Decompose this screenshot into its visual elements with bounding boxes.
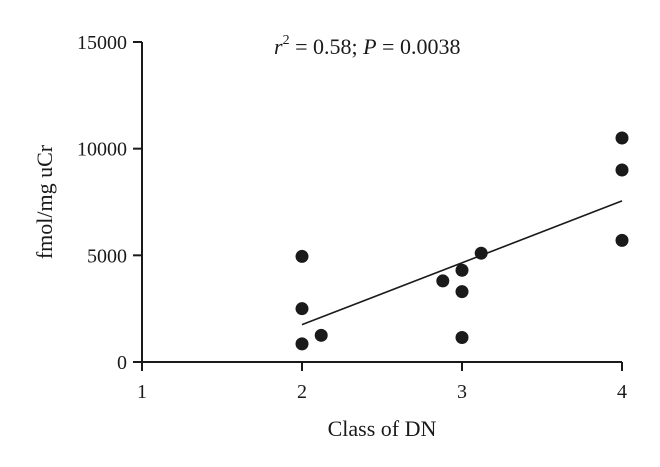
stats-annotation: r2 = 0.58; P = 0.0038 [274, 33, 460, 59]
y-tick-label: 5000 [87, 245, 127, 267]
p-value: = 0.0038 [377, 34, 461, 59]
y-axis: 0 5000 10000 15000 [77, 32, 143, 374]
data-point [455, 285, 469, 299]
x-axis: 1 2 3 4 [137, 361, 627, 403]
data-point [295, 249, 309, 263]
data-point [295, 302, 309, 316]
data-point [474, 246, 488, 260]
r-symbol: r [274, 34, 283, 59]
r-value: = 0.58; [290, 34, 364, 59]
data-point [615, 233, 629, 247]
data-point [455, 263, 469, 277]
y-tick-label: 15000 [77, 32, 127, 54]
x-tick-label: 2 [297, 381, 307, 403]
data-point [615, 163, 629, 177]
x-axis-title: Class of DN [328, 416, 437, 441]
x-tick-label: 4 [617, 381, 627, 403]
data-point [314, 328, 328, 342]
y-tick-label: 0 [117, 352, 127, 374]
y-tick-label: 10000 [77, 139, 127, 161]
data-point [436, 274, 450, 288]
data-points [295, 131, 629, 351]
regression-line [301, 200, 623, 326]
data-point [615, 131, 629, 145]
data-point [455, 330, 469, 344]
x-tick-label: 3 [457, 381, 467, 403]
y-axis-title: fmol/mg uCr [32, 144, 57, 259]
p-symbol: P [362, 34, 376, 59]
x-tick-label: 1 [137, 381, 147, 403]
r-exponent: 2 [283, 33, 290, 48]
data-point [295, 337, 309, 351]
regression-line-group [301, 200, 623, 326]
